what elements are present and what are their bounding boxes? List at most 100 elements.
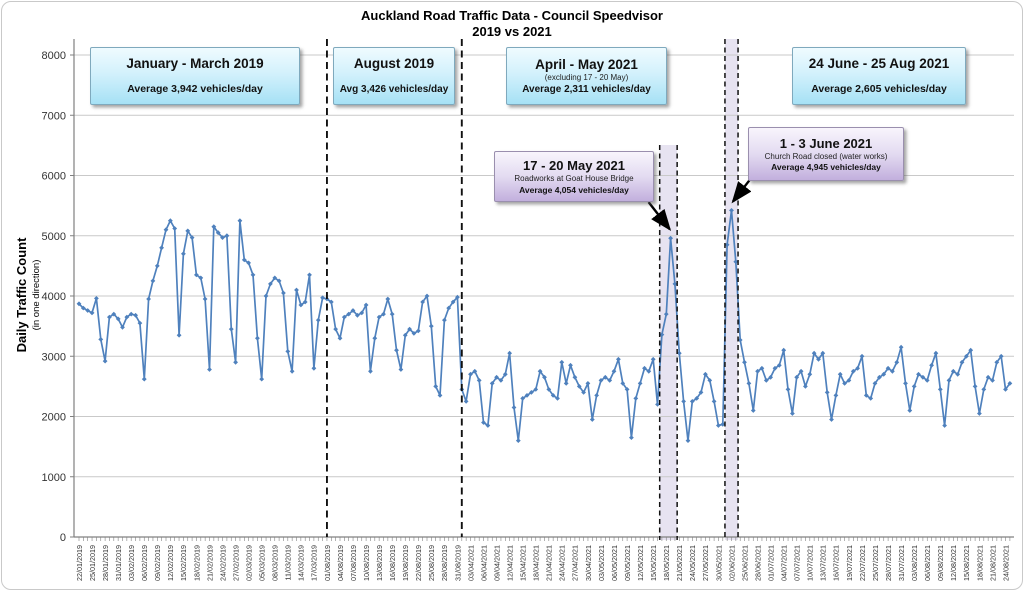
x-tick-label: 12/08/2021	[949, 545, 958, 581]
period-box-title: August 2019	[353, 56, 435, 71]
x-tick-label: 15/04/2021	[519, 545, 528, 581]
x-tick-label: 09/08/2021	[936, 545, 945, 581]
x-tick-label: 12/04/2021	[505, 545, 514, 581]
x-tick-label: 22/08/2019	[414, 545, 423, 581]
x-tick-label: 10/08/2019	[362, 545, 371, 581]
event-box-average: Average 4,945 vehicles/day	[771, 162, 881, 173]
x-tick-label: 15/05/2021	[649, 545, 658, 581]
x-tick-label: 18/05/2021	[662, 545, 671, 581]
period-box-title: January - March 2019	[126, 56, 264, 71]
highlight-band-1	[724, 39, 739, 540]
chart-title-line2: 2019 vs 2021	[472, 24, 552, 39]
x-tick-label: 22/07/2021	[858, 545, 867, 581]
x-tick-label: 19/08/2019	[401, 545, 410, 581]
x-tick-label: 24/04/2021	[558, 545, 567, 581]
x-tick-label: 09/05/2021	[623, 545, 632, 581]
period-box-title: 24 June - 25 Aug 2021	[808, 56, 950, 71]
x-tick-label: 25/06/2021	[740, 545, 749, 581]
event-box-title: 17 - 20 May 2021	[523, 158, 625, 174]
x-tick-label: 12/05/2021	[636, 545, 645, 581]
x-tick-label: 27/02/2019	[231, 545, 240, 581]
x-tick-label: 07/07/2021	[793, 545, 802, 581]
x-tick-label: 06/04/2021	[479, 545, 488, 581]
x-tick-label: 25/08/2019	[427, 545, 436, 581]
x-tick-label: 12/02/2019	[166, 545, 175, 581]
y-tick-label: 6000	[42, 171, 66, 183]
y-tick-label: 8000	[42, 50, 66, 62]
x-tick-label: 18/02/2019	[192, 545, 201, 581]
x-tick-label: 16/07/2021	[832, 545, 841, 581]
y-tick-label: 7000	[42, 110, 66, 122]
chart-title-line1: Auckland Road Traffic Data - Council Spe…	[361, 8, 663, 23]
x-tick-label: 01/08/2019	[323, 545, 332, 581]
x-tick-label: 25/01/2019	[88, 545, 97, 581]
event-box-note: Church Road closed (water works)	[764, 151, 888, 161]
period-box-note: (excluding 17 - 20 May)	[544, 73, 629, 83]
period-box-jun-aug-2021: 24 June - 25 Aug 2021 Average 2,605 vehi…	[792, 47, 966, 105]
x-tick-label: 30/05/2021	[714, 545, 723, 581]
x-tick-label: 07/08/2019	[349, 545, 358, 581]
period-box-apr-may-2021: April - May 2021 (excluding 17 - 20 May)…	[506, 47, 667, 105]
x-tick-label: 02/03/2019	[244, 545, 253, 581]
x-tick-label: 02/06/2021	[727, 545, 736, 581]
traffic-series-markers	[76, 208, 1013, 443]
period-box-average: Average 3,942 vehicles/day	[127, 83, 263, 95]
x-tick-label: 04/08/2019	[336, 545, 345, 581]
x-tick-label: 18/04/2021	[532, 545, 541, 581]
x-tick-label: 24/05/2021	[688, 545, 697, 581]
y-axis-subtitle: (in one direction)	[31, 260, 42, 331]
x-tick-label: 28/08/2019	[440, 545, 449, 581]
x-tick-label: 31/07/2021	[897, 545, 906, 581]
period-box-average: Avg 3,426 vehicles/day	[339, 84, 449, 95]
period-box-jan-mar-2019: January - March 2019 Average 3,942 vehic…	[90, 47, 300, 105]
x-tick-label: 06/08/2021	[923, 545, 932, 581]
x-tick-label: 30/04/2021	[584, 545, 593, 581]
y-tick-label: 0	[60, 532, 66, 544]
period-box-average: Average 2,605 vehicles/day	[811, 83, 947, 95]
x-tick-label: 18/08/2021	[975, 545, 984, 581]
event-box-may-17-20: 17 - 20 May 2021 Roadworks at Goat House…	[494, 151, 654, 202]
x-tick-label: 09/04/2021	[492, 545, 501, 581]
x-tick-label: 13/08/2019	[375, 545, 384, 581]
x-tick-label: 04/07/2021	[780, 545, 789, 581]
y-tick-label: 4000	[42, 291, 66, 303]
x-tick-label: 03/02/2019	[127, 545, 136, 581]
period-box-average: Average 2,311 vehicles/day	[522, 83, 651, 95]
y-tick-label: 3000	[42, 351, 66, 363]
x-tick-label: 28/06/2021	[753, 545, 762, 581]
x-tick-label: 19/07/2021	[845, 545, 854, 581]
x-tick-label: 03/04/2021	[466, 545, 475, 581]
event-box-title: 1 - 3 June 2021	[779, 135, 873, 151]
x-tick-label: 13/07/2021	[819, 545, 828, 581]
x-tick-label: 22/01/2019	[75, 545, 84, 581]
x-tick-label: 27/05/2021	[701, 545, 710, 581]
y-tick-label: 2000	[42, 412, 66, 424]
x-tick-label: 21/05/2021	[675, 545, 684, 581]
event-box-note: Roadworks at Goat House Bridge	[514, 174, 634, 184]
event-box-jun-1-3: 1 - 3 June 2021 Church Road closed (wate…	[748, 127, 904, 181]
highlight-band-0	[659, 145, 678, 540]
x-tick-label: 17/03/2019	[310, 545, 319, 581]
callout-arrow-0	[647, 201, 672, 232]
x-tick-label: 03/08/2021	[910, 545, 919, 581]
period-box-aug-2019: August 2019 Avg 3,426 vehicles/day	[333, 47, 455, 105]
x-tick-label: 25/07/2021	[871, 545, 880, 581]
x-tick-label: 08/03/2019	[271, 545, 280, 581]
x-tick-label: 24/08/2021	[1001, 545, 1010, 581]
event-box-average: Average 4,054 vehicles/day	[519, 184, 629, 195]
x-tick-label: 05/03/2019	[258, 545, 267, 581]
x-tick-label: 15/08/2021	[962, 545, 971, 581]
x-tick-label: 21/04/2021	[545, 545, 554, 581]
x-tick-label: 21/08/2021	[988, 545, 997, 581]
y-axis-title: Daily Traffic Count	[14, 237, 29, 353]
x-tick-label: 28/01/2019	[101, 545, 110, 581]
x-tick-label: 27/04/2021	[571, 545, 580, 581]
x-tick-label: 31/01/2019	[114, 545, 123, 581]
x-tick-label: 03/05/2021	[597, 545, 606, 581]
x-tick-label: 06/02/2019	[140, 545, 149, 581]
x-tick-label: 24/02/2019	[218, 545, 227, 581]
x-tick-label: 06/05/2021	[610, 545, 619, 581]
x-tick-label: 16/08/2019	[388, 545, 397, 581]
